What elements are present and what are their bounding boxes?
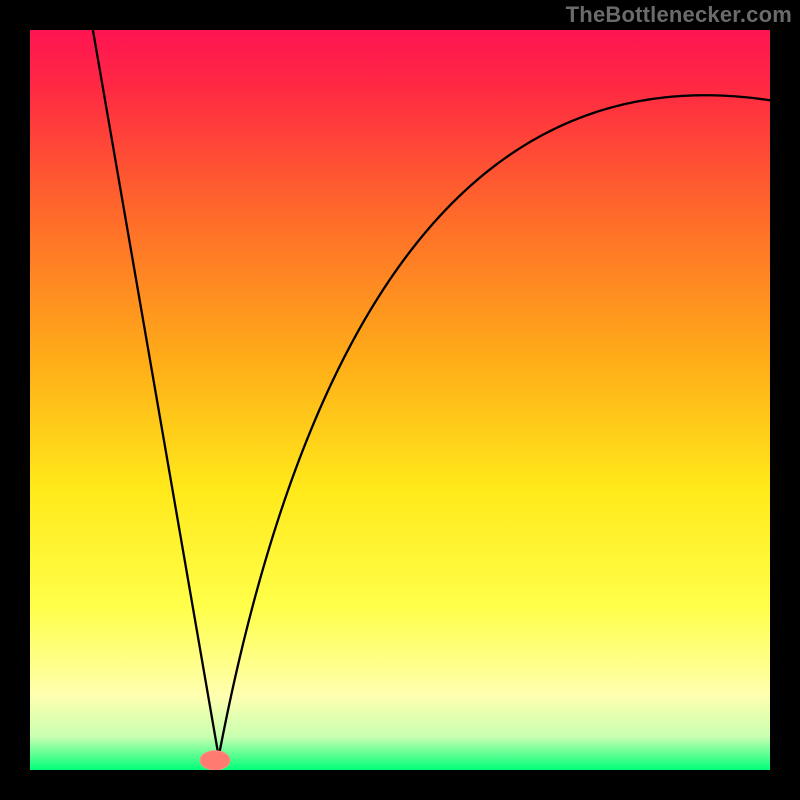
plot-area [30, 30, 770, 770]
optimal-point-marker [200, 751, 230, 770]
chart-frame: TheBottlenecker.com [0, 0, 800, 800]
gradient-background [30, 30, 770, 770]
watermark-text: TheBottlenecker.com [566, 2, 792, 28]
bottleneck-chart [30, 30, 770, 770]
